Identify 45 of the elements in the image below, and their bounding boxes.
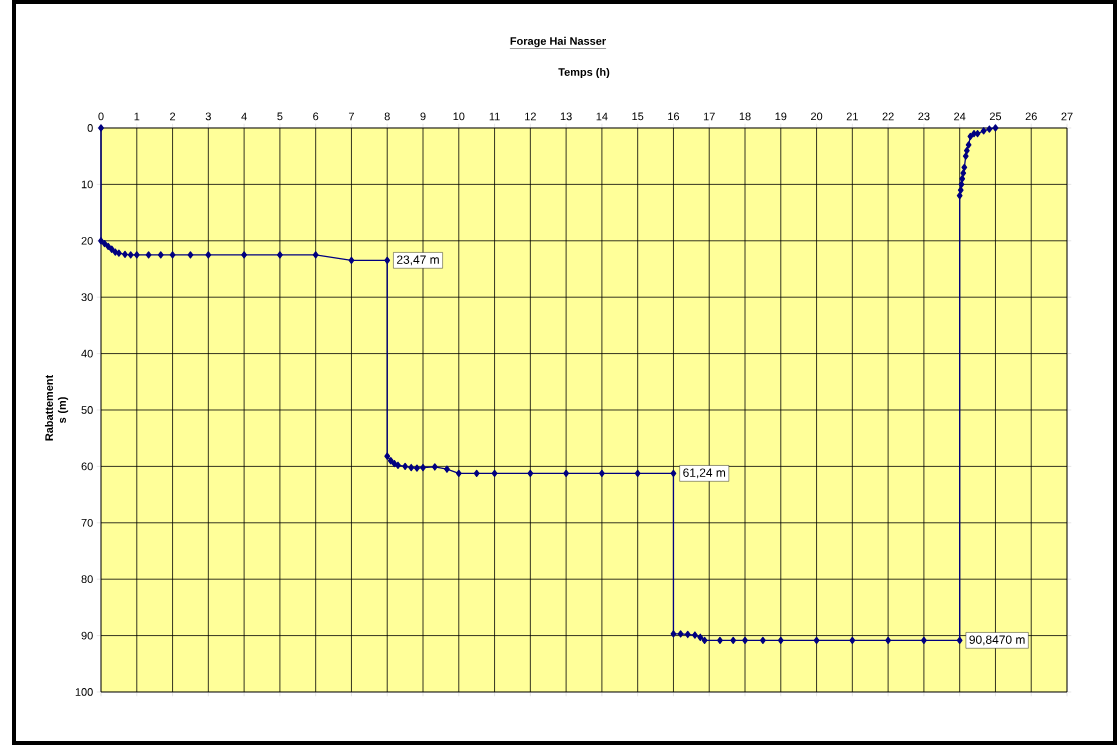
x-tick-label: 10 <box>453 112 465 121</box>
x-tick-label: 20 <box>811 112 823 121</box>
x-tick-label: 12 <box>525 112 536 121</box>
x-tick-label: 15 <box>632 112 644 121</box>
x-tick-label: 26 <box>1025 112 1037 121</box>
y-tick-label: 50 <box>81 406 93 414</box>
x-tick-label: 24 <box>954 112 966 121</box>
x-tick-label: 8 <box>384 112 390 121</box>
x-tick-label: 27 <box>1061 112 1073 121</box>
x-tick-label: 6 <box>313 112 319 121</box>
x-tick-label: 16 <box>668 112 680 121</box>
x-axis-title: Temps (h) <box>558 67 610 79</box>
y-tick-label: 70 <box>81 518 93 527</box>
x-tick-label: 5 <box>277 112 283 121</box>
x-tick-label: 4 <box>241 112 247 121</box>
x-tick-label: 11 <box>489 112 500 121</box>
y-axis-title: Rabattement s (m) <box>44 374 69 441</box>
x-tick-label: 14 <box>596 112 608 121</box>
y-tick-label: 10 <box>81 180 93 189</box>
x-tick-label: 7 <box>348 112 354 121</box>
y-tick-label: 20 <box>81 236 93 245</box>
x-tick-label: 22 <box>882 112 894 121</box>
y-tick-label: 90 <box>81 631 93 640</box>
y-tick-label: 100 <box>75 688 93 696</box>
x-tick-label: 2 <box>170 112 176 121</box>
x-tick-label: 18 <box>739 112 751 121</box>
x-tick-label: 21 <box>846 112 858 121</box>
x-tick-label: 23 <box>918 112 930 121</box>
x-tick-label: 0 <box>98 112 104 121</box>
x-tick-label: 17 <box>703 112 715 121</box>
y-tick-label: 30 <box>81 293 93 302</box>
y-tick-label: 80 <box>81 575 93 584</box>
x-tick-label: 25 <box>989 112 1002 121</box>
x-tick-label: 1 <box>134 112 140 121</box>
y-tick-label: 0 <box>87 124 93 132</box>
x-tick-label: 13 <box>560 112 572 121</box>
y-tick-label: 60 <box>81 462 93 471</box>
annotation: 23,47 m <box>397 255 439 266</box>
x-tick-label: 3 <box>205 112 211 121</box>
x-tick-label: 9 <box>420 112 426 121</box>
x-tick-label: 19 <box>775 112 787 121</box>
annotation: 90,8470 m <box>969 635 1025 646</box>
annotation: 61,24 m <box>683 468 726 479</box>
chart-title: Forage Hai Nasser <box>510 36 606 48</box>
y-tick-label: 40 <box>81 349 93 358</box>
